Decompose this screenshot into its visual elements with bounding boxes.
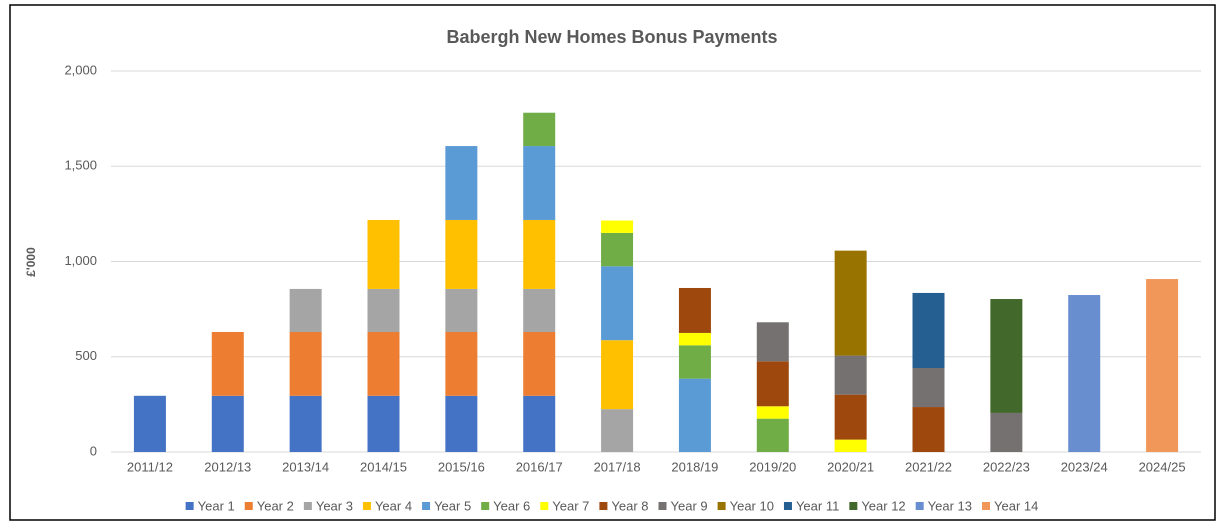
bar-segment	[756, 418, 789, 452]
y-tick-label: 1,500	[64, 158, 97, 173]
bar-segment	[523, 112, 556, 147]
bar-segment	[834, 250, 867, 356]
legend-label: Year 14	[994, 498, 1038, 513]
legend-swatch	[244, 502, 253, 510]
legend-label: Year 10	[730, 498, 774, 513]
bar-segment	[601, 340, 634, 410]
legend-label: Year 5	[434, 498, 471, 513]
legend-swatch	[982, 502, 991, 510]
bar-segment	[445, 395, 478, 452]
bar-segment	[523, 395, 556, 452]
x-tick-label: 2024/25	[1139, 459, 1186, 474]
bar-segment	[523, 288, 556, 332]
bar-segment	[289, 395, 322, 452]
bar-segment	[678, 332, 711, 346]
bar-segment	[678, 378, 711, 452]
bar-segment	[990, 412, 1023, 452]
x-tick-label: 2012/13	[204, 459, 251, 474]
legend-label: Year 7	[552, 498, 589, 513]
legend-swatch	[303, 502, 312, 510]
bar-segment	[756, 361, 789, 407]
legend-swatch	[717, 502, 726, 510]
legend-label: Year 13	[928, 498, 972, 513]
bar-segment	[445, 288, 478, 332]
x-tick-label: 2023/24	[1061, 459, 1108, 474]
legend-swatch	[422, 502, 431, 510]
legend-label: Year 8	[611, 498, 648, 513]
bar-segment	[445, 219, 478, 289]
legend-label: Year 12	[861, 498, 905, 513]
bar-segment	[1146, 279, 1179, 452]
legend-label: Year 1	[198, 498, 235, 513]
y-tick-label: 2,000	[64, 62, 97, 77]
y-axis-label: £'000	[24, 247, 38, 277]
bar-segment	[367, 331, 400, 396]
x-tick-label: 2015/16	[438, 459, 485, 474]
x-tick-label: 2019/20	[749, 459, 796, 474]
y-tick-label: 1,000	[64, 253, 97, 268]
legend-swatch	[849, 502, 858, 510]
x-tick-label: 2014/15	[360, 459, 407, 474]
bar-segment	[523, 146, 556, 220]
x-tick-label: 2018/19	[671, 459, 718, 474]
chart-title: Babergh New Homes Bonus Payments	[446, 27, 777, 47]
bar-segment	[1068, 295, 1101, 452]
bar-segment	[523, 219, 556, 289]
bar-segment	[289, 331, 322, 396]
legend-swatch	[540, 502, 549, 510]
legend-label: Year 9	[671, 498, 708, 513]
bar-segment	[601, 266, 634, 341]
y-tick-label: 0	[90, 443, 97, 458]
legend-swatch	[658, 502, 667, 510]
bar-segment	[211, 395, 244, 452]
bar-segment	[678, 345, 711, 379]
x-tick-label: 2016/17	[516, 459, 563, 474]
legend-swatch	[185, 502, 194, 510]
legend-swatch	[481, 502, 490, 510]
x-tick-label: 2017/18	[594, 459, 641, 474]
bar-segment	[834, 439, 867, 452]
bar-segment	[211, 331, 244, 396]
legend-label: Year 6	[493, 498, 530, 513]
bar-segment	[523, 331, 556, 396]
bar-segment	[912, 407, 945, 452]
bar-segment	[289, 288, 322, 332]
bar-segment	[445, 146, 478, 220]
bar-segment	[367, 395, 400, 452]
bar-segment	[990, 299, 1023, 413]
legend-label: Year 2	[257, 498, 294, 513]
y-tick-label: 500	[75, 348, 97, 363]
bar-segment	[367, 219, 400, 289]
x-tick-label: 2022/23	[983, 459, 1030, 474]
bar-segment	[601, 220, 634, 233]
bar-segment	[601, 232, 634, 267]
x-tick-label: 2011/12	[127, 459, 173, 474]
x-tick-label: 2020/21	[827, 459, 874, 474]
bar-segment	[756, 322, 789, 362]
legend-label: Year 3	[316, 498, 353, 513]
legend-swatch	[362, 502, 371, 510]
bar-segment	[445, 331, 478, 396]
x-tick-label: 2021/22	[905, 459, 952, 474]
legend-label: Year 11	[796, 498, 839, 513]
legend-swatch	[915, 502, 924, 510]
bar-segment	[834, 355, 867, 395]
legend-swatch	[599, 502, 608, 510]
bar-segment	[834, 394, 867, 440]
x-tick-label: 2013/14	[282, 459, 329, 474]
bar-segment	[367, 288, 400, 332]
bar-segment	[912, 292, 945, 368]
bar-segment	[133, 395, 166, 452]
legend-label: Year 4	[375, 498, 412, 513]
legend-swatch	[783, 502, 792, 510]
bar-segment	[601, 409, 634, 452]
bar-segment	[756, 406, 789, 419]
bar-segment	[678, 287, 711, 333]
bar-segment	[912, 367, 945, 408]
